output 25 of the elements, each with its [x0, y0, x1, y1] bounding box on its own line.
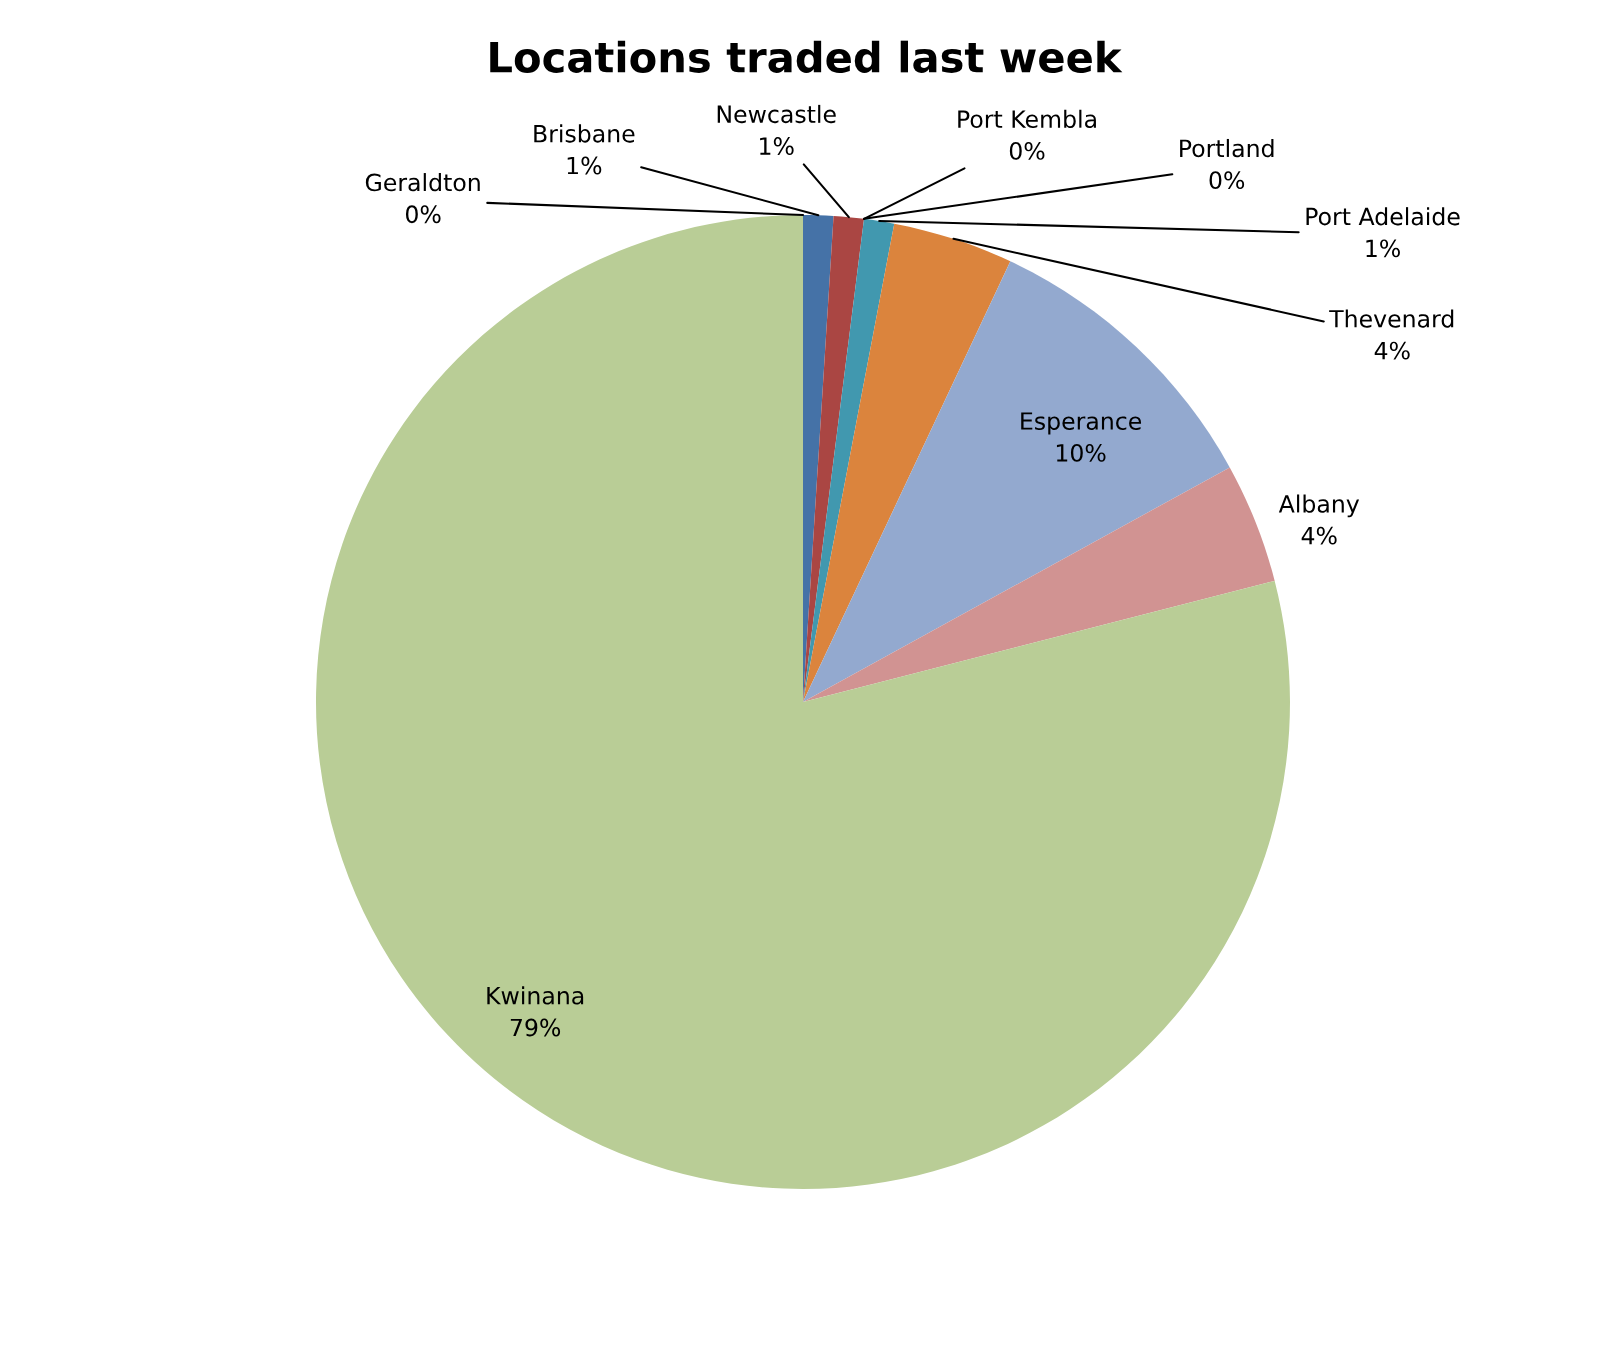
data-label: 10% — [1056, 443, 1106, 462]
category-label: Portland — [1180, 138, 1274, 158]
pie-slice — [803, 218, 895, 702]
slice-label: Albany — [1278, 494, 1360, 518]
pie-slice — [803, 223, 1011, 702]
text: 0% — [405, 205, 441, 224]
pie-slice — [803, 467, 1275, 702]
text: 0% — [1209, 171, 1245, 190]
data-label: 4% — [1374, 341, 1410, 360]
slice-label: Brisbane — [534, 124, 635, 143]
chart-title: Locations traded last week — [490, 40, 1123, 73]
slice-label: Kwinana — [487, 986, 584, 1005]
text: 0% — [1009, 141, 1045, 160]
data-label: 1% — [567, 156, 602, 175]
slice-label: Thevenard — [1329, 309, 1454, 328]
data-label: 1% — [1366, 239, 1400, 258]
slice-label: Newcastle — [717, 104, 836, 124]
category-label: Port Kembla — [958, 109, 1096, 129]
category-label: Geraldton — [365, 173, 480, 192]
data-label: 79% — [510, 1018, 561, 1037]
slice-label: Port Adelaide — [1306, 207, 1460, 226]
slice-label: Esperance — [1021, 412, 1142, 435]
data-label: 1% — [760, 137, 794, 155]
data-label: 4% — [1301, 526, 1337, 545]
pie-slice — [803, 261, 1230, 702]
